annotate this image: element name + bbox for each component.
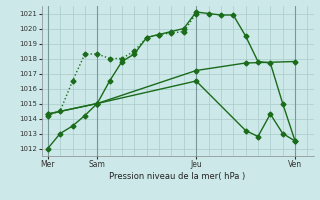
X-axis label: Pression niveau de la mer( hPa ): Pression niveau de la mer( hPa )	[109, 172, 246, 181]
